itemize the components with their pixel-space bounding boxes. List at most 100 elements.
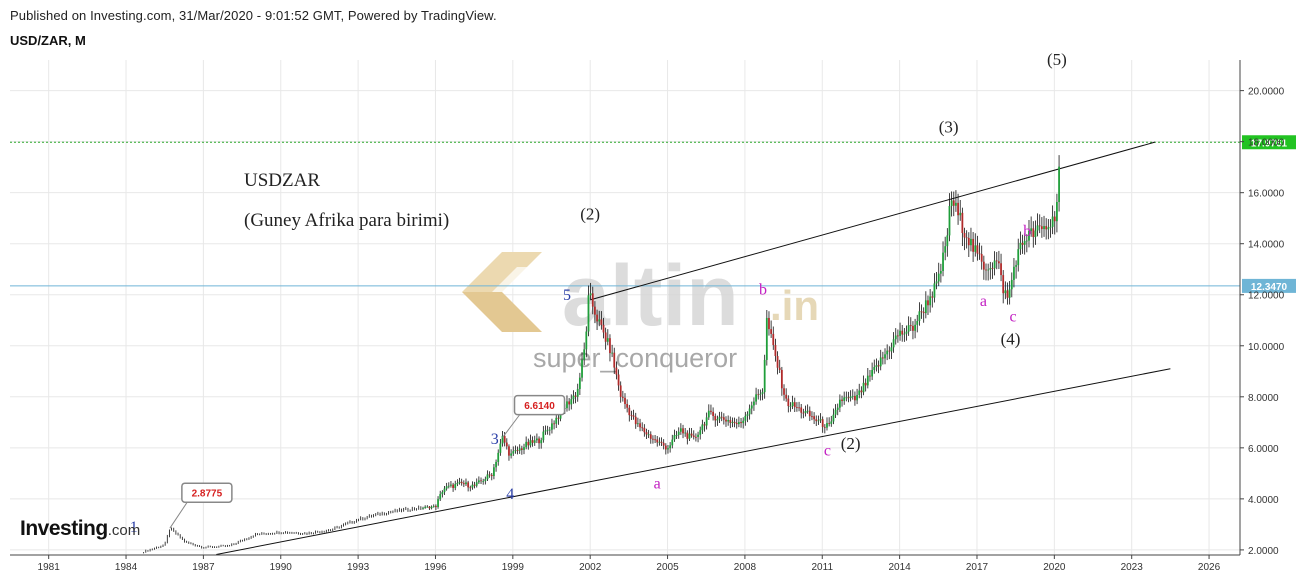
candle-body (439, 494, 442, 500)
candle-body (869, 375, 871, 377)
candle-body (901, 330, 904, 335)
wave-label: (5) (1047, 50, 1067, 69)
watermark-user: super_conqueror (533, 343, 737, 373)
x-tick-label: 2002 (579, 562, 602, 573)
candle-body (568, 401, 571, 405)
candle-body (823, 426, 826, 428)
candle-body (1032, 228, 1035, 238)
candle-body (957, 202, 959, 216)
candle-body (1040, 226, 1043, 230)
candle-body (942, 252, 944, 271)
candle-body (516, 450, 519, 451)
x-tick-label: 1996 (424, 562, 447, 573)
candle-body (658, 441, 661, 443)
candle-body (995, 260, 998, 262)
candle-body (606, 338, 609, 342)
candle-body (581, 359, 583, 378)
candle-body (675, 435, 678, 436)
candle-body (982, 261, 985, 270)
candle-body (490, 474, 493, 477)
candle-body (437, 499, 439, 508)
candle-body (639, 423, 641, 428)
candle-body (811, 416, 813, 418)
candle-body (714, 415, 717, 421)
candle-body (959, 212, 962, 216)
candle-body (684, 432, 687, 434)
candle-body (860, 390, 863, 393)
y-tick-label: 4.0000 (1248, 495, 1279, 506)
current-price-badge (1242, 135, 1296, 150)
wave-label: (4) (1001, 329, 1021, 348)
candle-body (731, 421, 734, 423)
candle-body (452, 484, 454, 488)
candle-body (1049, 226, 1052, 228)
candle-body (845, 397, 848, 399)
candle-body (1021, 242, 1024, 245)
candle-body (572, 395, 575, 400)
candle-body (426, 506, 429, 508)
candle-body (673, 435, 676, 440)
candle-body (596, 314, 598, 322)
candle-body (980, 254, 983, 262)
candle-body (557, 417, 560, 419)
candle-body (920, 311, 923, 313)
candle-body (656, 439, 659, 443)
candle-body (484, 479, 487, 482)
candle-body (604, 332, 607, 342)
candle-body (854, 395, 856, 401)
candle-body (600, 319, 603, 325)
wave-label: a (654, 476, 661, 493)
candle-body (1006, 290, 1009, 298)
candle-body (978, 253, 981, 255)
candle-body (510, 453, 513, 456)
y-tick-label: 16.0000 (1248, 189, 1285, 200)
candle-body (828, 423, 831, 424)
candle-body (454, 484, 457, 488)
candle-body (424, 506, 427, 508)
wave-label: b (1023, 223, 1031, 240)
candle-body (972, 238, 975, 252)
investing-logo: Investing.com (20, 517, 140, 541)
candle-body (441, 492, 444, 495)
candle-body (664, 445, 667, 450)
candle-body (1015, 265, 1017, 267)
candle-body (1013, 266, 1015, 280)
candle-body (544, 430, 547, 432)
candle-body (1043, 226, 1045, 230)
candle-body (643, 427, 646, 433)
candle-body (744, 415, 747, 421)
level-12-badge (1242, 278, 1296, 293)
candle-body (669, 445, 672, 449)
candle-body (937, 273, 940, 282)
candle-body (692, 435, 695, 437)
candle-body (735, 422, 738, 425)
candle-body (1025, 240, 1028, 242)
candle-body (873, 367, 876, 370)
candle-body (897, 335, 899, 337)
candle-body (641, 427, 644, 429)
candle-body (770, 329, 773, 334)
candle-body (553, 423, 555, 425)
candle-body (888, 350, 891, 352)
candle-body (922, 311, 925, 314)
chart-header: Published on Investing.com, 31/Mar/2020 … (10, 8, 497, 48)
candle-body (976, 245, 979, 254)
candle-body (628, 407, 631, 416)
wave-label: 3 (491, 431, 499, 448)
candle-body (757, 394, 760, 396)
candle-body (742, 420, 745, 424)
candle-body (535, 438, 538, 441)
candle-body (667, 448, 669, 450)
candle-body (555, 417, 558, 424)
candle-body (725, 419, 727, 422)
watermark-brand: altin (562, 248, 739, 344)
candle-body (834, 409, 837, 415)
candle-body (624, 397, 626, 405)
candle-body (806, 410, 809, 412)
candle-body (997, 261, 1000, 264)
candle-body (772, 333, 775, 346)
callout-box (181, 482, 233, 503)
candle-body (652, 438, 654, 440)
candle-body (512, 451, 515, 454)
